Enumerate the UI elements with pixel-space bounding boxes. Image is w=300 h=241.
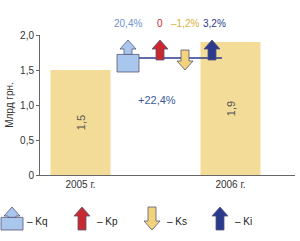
svg-text:– Ks: – Ks	[167, 216, 187, 227]
svg-text:0: 0	[157, 18, 163, 29]
svg-text:0: 0	[28, 170, 34, 181]
svg-text:2006 г.: 2006 г.	[215, 179, 245, 190]
svg-text:0,5: 0,5	[20, 135, 34, 146]
svg-text:1,0: 1,0	[20, 100, 34, 111]
svg-text:20,4%: 20,4%	[114, 18, 142, 29]
svg-text:3,2%: 3,2%	[203, 18, 226, 29]
svg-text:+22,4%: +22,4%	[138, 94, 176, 106]
svg-text:–1,2%: –1,2%	[171, 18, 199, 29]
svg-text:1,9: 1,9	[225, 101, 237, 116]
svg-text:2,0: 2,0	[20, 30, 34, 41]
svg-text:Млрд грн.: Млрд грн.	[4, 82, 15, 128]
svg-text:– Ki: – Ki	[235, 216, 252, 227]
svg-text:1,5: 1,5	[75, 115, 87, 130]
svg-text:2005 г.: 2005 г.	[65, 179, 95, 190]
svg-text:– Kq: – Kq	[27, 216, 48, 227]
svg-text:– Kp: – Kp	[97, 216, 118, 227]
svg-text:1,5: 1,5	[20, 65, 34, 76]
